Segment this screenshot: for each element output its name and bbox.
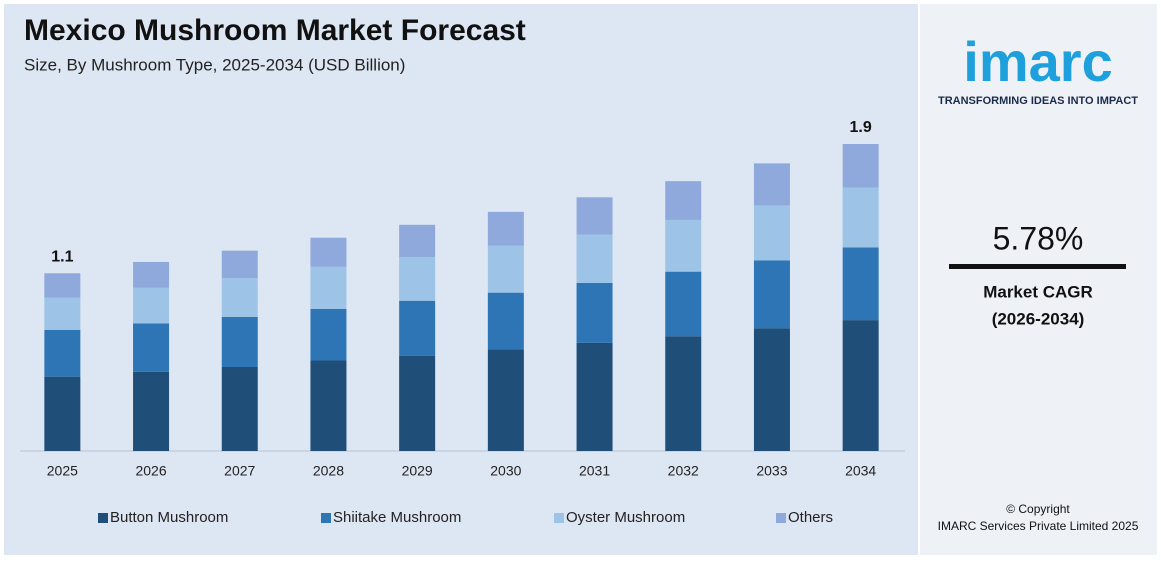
bar-segment — [221, 250, 258, 279]
bar-segment — [842, 320, 879, 451]
bar-segment — [576, 342, 613, 451]
x-tick-label: 2031 — [579, 463, 610, 479]
bar-segment — [221, 366, 258, 451]
tagline: TRANSFORMING IDEAS INTO IMPACT — [938, 95, 1138, 107]
legend-label: Oyster Mushroom — [566, 509, 685, 526]
bar-segment — [487, 211, 524, 246]
bar-segment — [133, 323, 170, 372]
bar-segment — [753, 328, 790, 451]
x-tick-label: 2029 — [402, 463, 433, 479]
bar-segment — [310, 360, 347, 451]
bar-segment — [576, 282, 613, 343]
legend-label: Shiitake Mushroom — [333, 509, 461, 526]
cagr-value: 5.78% — [993, 220, 1084, 256]
x-tick-label: 2026 — [135, 463, 166, 479]
bar-segment — [399, 224, 436, 258]
x-tick-label: 2032 — [668, 463, 699, 479]
x-tick-label: 2033 — [756, 463, 787, 479]
logo: imarc — [963, 30, 1112, 93]
bar-segment — [133, 261, 170, 288]
bar-segment — [310, 237, 347, 267]
bar-segment — [399, 257, 436, 301]
bar-segment — [44, 297, 81, 330]
legend-label: Others — [788, 509, 833, 526]
bar-segment — [221, 316, 258, 367]
bar-segment — [665, 181, 702, 220]
cagr-rule — [949, 264, 1126, 269]
bar-segment — [310, 266, 347, 309]
chart-title: Mexico Mushroom Market Forecast — [24, 14, 526, 47]
bar-segment — [665, 336, 702, 451]
bar-segment — [665, 219, 702, 272]
legend-label: Button Mushroom — [110, 509, 228, 526]
legend-swatch — [98, 513, 108, 523]
bar-segment — [399, 355, 436, 451]
bar-segment — [133, 287, 170, 324]
x-tick-label: 2028 — [313, 463, 344, 479]
x-tick-label: 2034 — [845, 463, 876, 479]
cagr-period: (2026-2034) — [992, 309, 1085, 328]
bar-segment — [842, 187, 879, 248]
bar-segment — [576, 197, 613, 235]
copyright: © Copyright — [1006, 502, 1070, 516]
bar-segment — [753, 260, 790, 329]
sidebar-panel — [920, 4, 1157, 555]
bar-segment — [133, 371, 170, 451]
legend-swatch — [776, 513, 786, 523]
x-tick-label: 2027 — [224, 463, 255, 479]
x-tick-label: 2025 — [47, 463, 78, 479]
bar-segment — [753, 163, 790, 206]
bar-segment — [44, 329, 81, 377]
bar-segment — [487, 292, 524, 350]
company: IMARC Services Private Limited 2025 — [938, 519, 1139, 533]
bar-segment — [44, 376, 81, 451]
cagr-label: Market CAGR — [983, 282, 1093, 301]
bar-segment — [753, 205, 790, 261]
bar-segment — [399, 300, 436, 356]
bar-segment — [576, 234, 613, 283]
bar-segment — [487, 349, 524, 451]
total-label: 1.9 — [850, 119, 872, 136]
bar-segment — [842, 144, 879, 188]
total-label: 1.1 — [51, 248, 73, 265]
x-tick-label: 2030 — [490, 463, 521, 479]
bar-segment — [842, 247, 879, 321]
bar-segment — [221, 278, 258, 317]
chart-subtitle: Size, By Mushroom Type, 2025-2034 (USD B… — [24, 55, 405, 74]
bar-segment — [44, 273, 81, 298]
bar-segment — [665, 271, 702, 337]
bar-segment — [487, 245, 524, 293]
legend-swatch — [321, 513, 331, 523]
legend-swatch — [554, 513, 564, 523]
bar-segment — [310, 308, 347, 361]
